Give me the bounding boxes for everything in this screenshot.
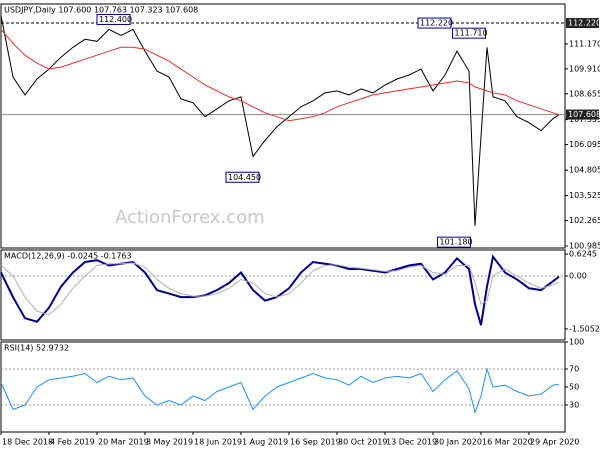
- y-tick-label: 106.095: [569, 140, 600, 149]
- x-tick-label: 20 Mar 2019: [98, 438, 149, 447]
- annotation-box: [437, 236, 471, 248]
- annotation-box: [225, 171, 260, 183]
- panel-title: RSI(14) 52.9732: [4, 344, 69, 353]
- y-tick-label: 0.00: [569, 272, 587, 281]
- price-label-box: [566, 109, 599, 120]
- annotation-box: [417, 17, 452, 29]
- series-line: [0, 262, 560, 316]
- annotation-label: 112.220: [420, 19, 453, 28]
- y-tick-label: 108.655: [569, 89, 600, 98]
- price-label: 112.220: [568, 19, 600, 28]
- series-line: [0, 367, 560, 414]
- x-tick-label: 4 Feb 2019: [50, 438, 95, 447]
- x-tick-label: 1 Aug 2019: [242, 438, 288, 447]
- x-tick-label: 16 Sep 2019: [290, 438, 341, 447]
- panel-title: USDJPY,Daily 107.600 107.763 107.323 107…: [4, 6, 198, 15]
- panel-title: MACD(12,26,9) -0.0245 -0.1763: [4, 252, 132, 261]
- annotation-label: 101.180: [440, 238, 473, 247]
- watermark: ActionForex.com: [115, 207, 265, 228]
- panel-frame: [0, 249, 566, 341]
- annotation-label: 112.400: [99, 15, 132, 24]
- annotation-label: 111.710: [455, 29, 488, 38]
- x-tick-label: 16 Mar 2020: [482, 438, 533, 447]
- x-tick-label: 30 Jan 2020: [434, 438, 482, 447]
- y-tick-label: 103.525: [569, 191, 600, 200]
- y-tick-label: 102.265: [569, 216, 600, 225]
- x-tick-label: 13 Dec 2019: [386, 438, 437, 447]
- y-tick-label: 100.985: [569, 242, 600, 251]
- annotation-box: [452, 27, 486, 39]
- x-tick-label: 3 May 2019: [146, 438, 193, 447]
- y-tick-label: 70: [569, 365, 579, 374]
- y-tick-label: -1.5052: [569, 324, 600, 333]
- y-tick-label: 107.355: [569, 115, 600, 124]
- panel-frame: [0, 3, 566, 249]
- y-tick-label: 30: [569, 401, 579, 410]
- x-tick-label: 18 Dec 2018: [2, 438, 53, 447]
- y-tick-label: 109.910: [569, 64, 600, 73]
- series-line: [0, 254, 560, 326]
- y-tick-label: 50: [569, 383, 579, 392]
- annotation-label: 104.450: [228, 173, 261, 182]
- price-label-box: [566, 18, 599, 29]
- x-tick-label: 29 Apr 2020: [530, 438, 579, 447]
- series-line: [0, 29, 560, 122]
- annotation-box: [96, 13, 131, 25]
- y-tick-label: 111.170: [569, 39, 600, 48]
- y-tick-label: 0.6245: [569, 250, 597, 259]
- y-tick-label: 104.805: [569, 166, 600, 175]
- x-tick-label: 18 Jun 2019: [194, 438, 242, 447]
- y-tick-label: 100: [569, 338, 584, 347]
- price-label: 107.608: [568, 110, 600, 119]
- series-line: [0, 15, 560, 226]
- x-tick-label: 30 Oct 2019: [338, 438, 387, 447]
